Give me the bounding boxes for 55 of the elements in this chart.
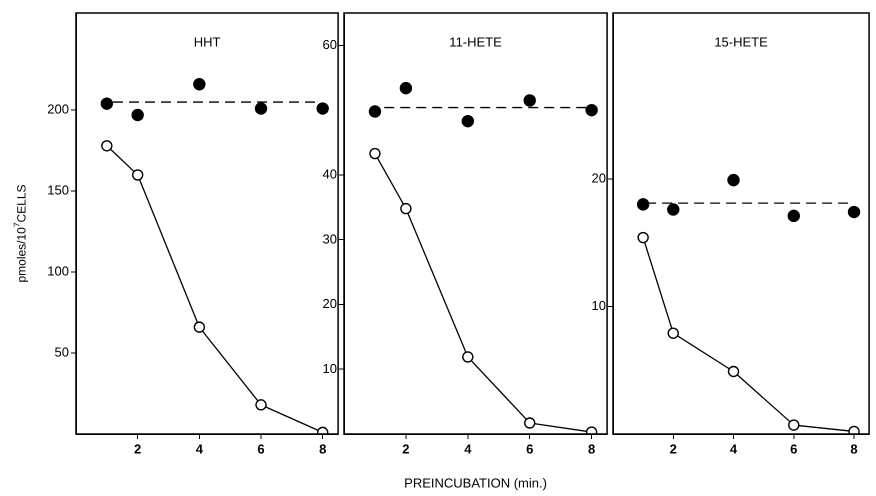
y-tick-label: 150: [47, 182, 69, 198]
point: [254, 102, 268, 115]
point: [194, 321, 206, 333]
x-tick-label: 2: [402, 441, 410, 456]
x-axis-title: PREINCUBATION (min.): [404, 476, 547, 491]
y-tick-label: 100: [47, 264, 69, 279]
y-tick-label: 200: [47, 102, 69, 117]
point: [316, 102, 329, 115]
point: [132, 169, 144, 181]
point: [193, 78, 206, 90]
point: [788, 210, 800, 222]
y-tick-label: 10: [322, 360, 337, 376]
y-axis-title: pmoles/107CELLS: [12, 184, 28, 283]
point: [585, 104, 598, 116]
x-tick-label: 8: [588, 441, 596, 456]
point: [462, 114, 474, 128]
y-tick-label: 60: [322, 36, 337, 52]
x-tick-label: 8: [850, 441, 858, 456]
point: [524, 94, 536, 107]
text: HHT: [194, 34, 220, 50]
x-tick-label: 6: [257, 441, 265, 456]
point: [637, 232, 649, 244]
y-tick-label: 50: [54, 344, 69, 360]
point: [101, 140, 113, 152]
point: [400, 82, 412, 94]
x-tick-label: 8: [319, 441, 326, 456]
y-tick-label: 10: [592, 298, 606, 313]
point: [524, 417, 536, 429]
x-tick-label: 4: [730, 441, 738, 456]
text: 15-HETE: [714, 34, 768, 50]
point: [400, 202, 412, 214]
point: [727, 174, 740, 186]
point: [462, 351, 474, 363]
y-tick-label: 20: [322, 296, 337, 312]
point: [848, 206, 860, 218]
y-tick-label: 40: [322, 166, 337, 182]
point: [100, 97, 114, 110]
y-tick-label: 20: [592, 170, 606, 186]
point: [255, 399, 267, 411]
x-tick-label: 2: [670, 441, 677, 456]
point: [368, 105, 382, 118]
y-tick-label: 30: [322, 231, 337, 246]
point: [131, 108, 144, 122]
x-tick-label: 2: [134, 441, 142, 456]
x-tick-label: 6: [790, 441, 798, 456]
x-tick-label: 4: [196, 441, 204, 456]
point: [728, 366, 740, 378]
point: [668, 328, 679, 339]
point: [667, 203, 680, 216]
point: [788, 419, 800, 431]
point: [636, 198, 650, 211]
x-tick-label: 6: [526, 441, 534, 456]
text: 11-HETE: [449, 34, 502, 50]
x-tick-label: 4: [464, 441, 472, 456]
point: [369, 148, 381, 160]
